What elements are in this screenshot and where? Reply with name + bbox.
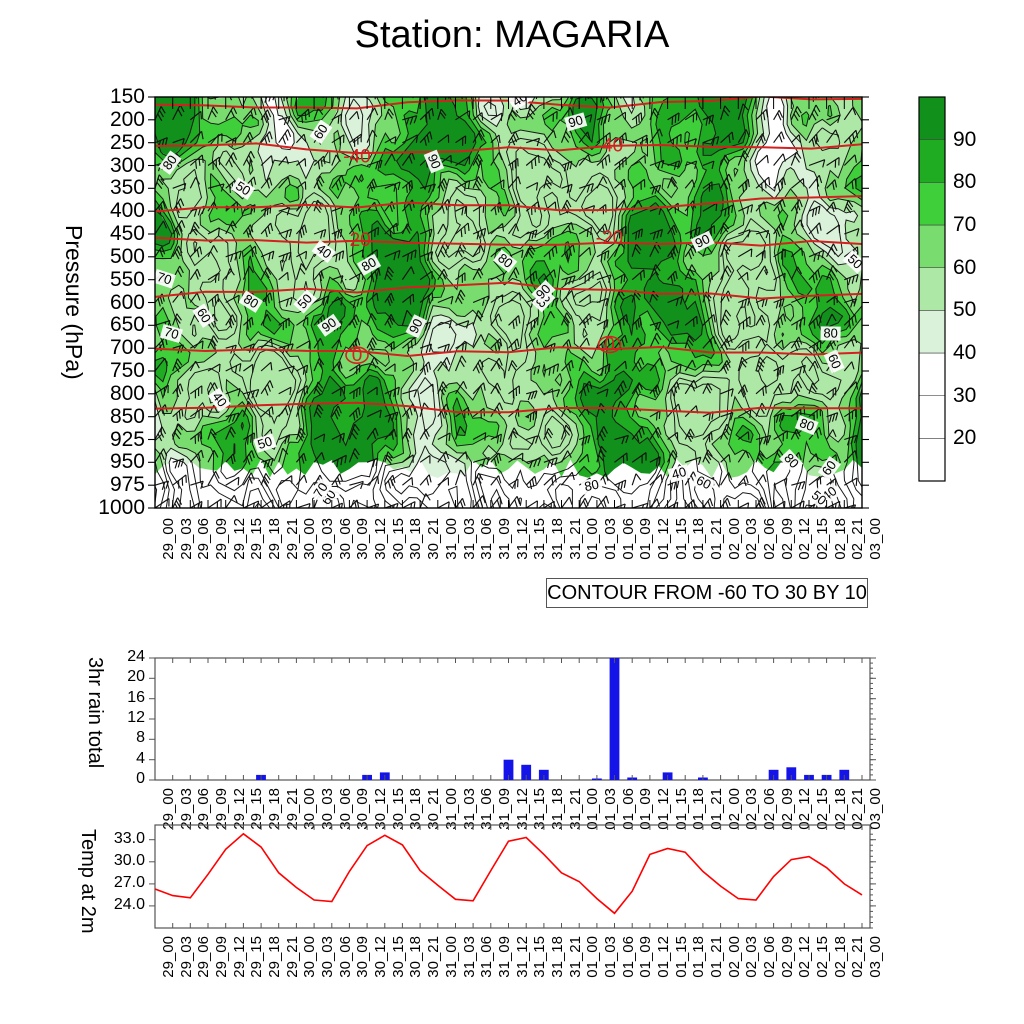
svg-text:0: 0 [352, 345, 363, 366]
svg-text:-40: -40 [596, 135, 623, 156]
svg-text:-20: -20 [596, 228, 623, 249]
svg-text:-40: -40 [343, 146, 370, 167]
svg-text:80: 80 [583, 476, 600, 494]
svg-text:-20: -20 [343, 230, 370, 251]
svg-text:80: 80 [823, 325, 838, 340]
svg-text:0: 0 [604, 335, 615, 356]
